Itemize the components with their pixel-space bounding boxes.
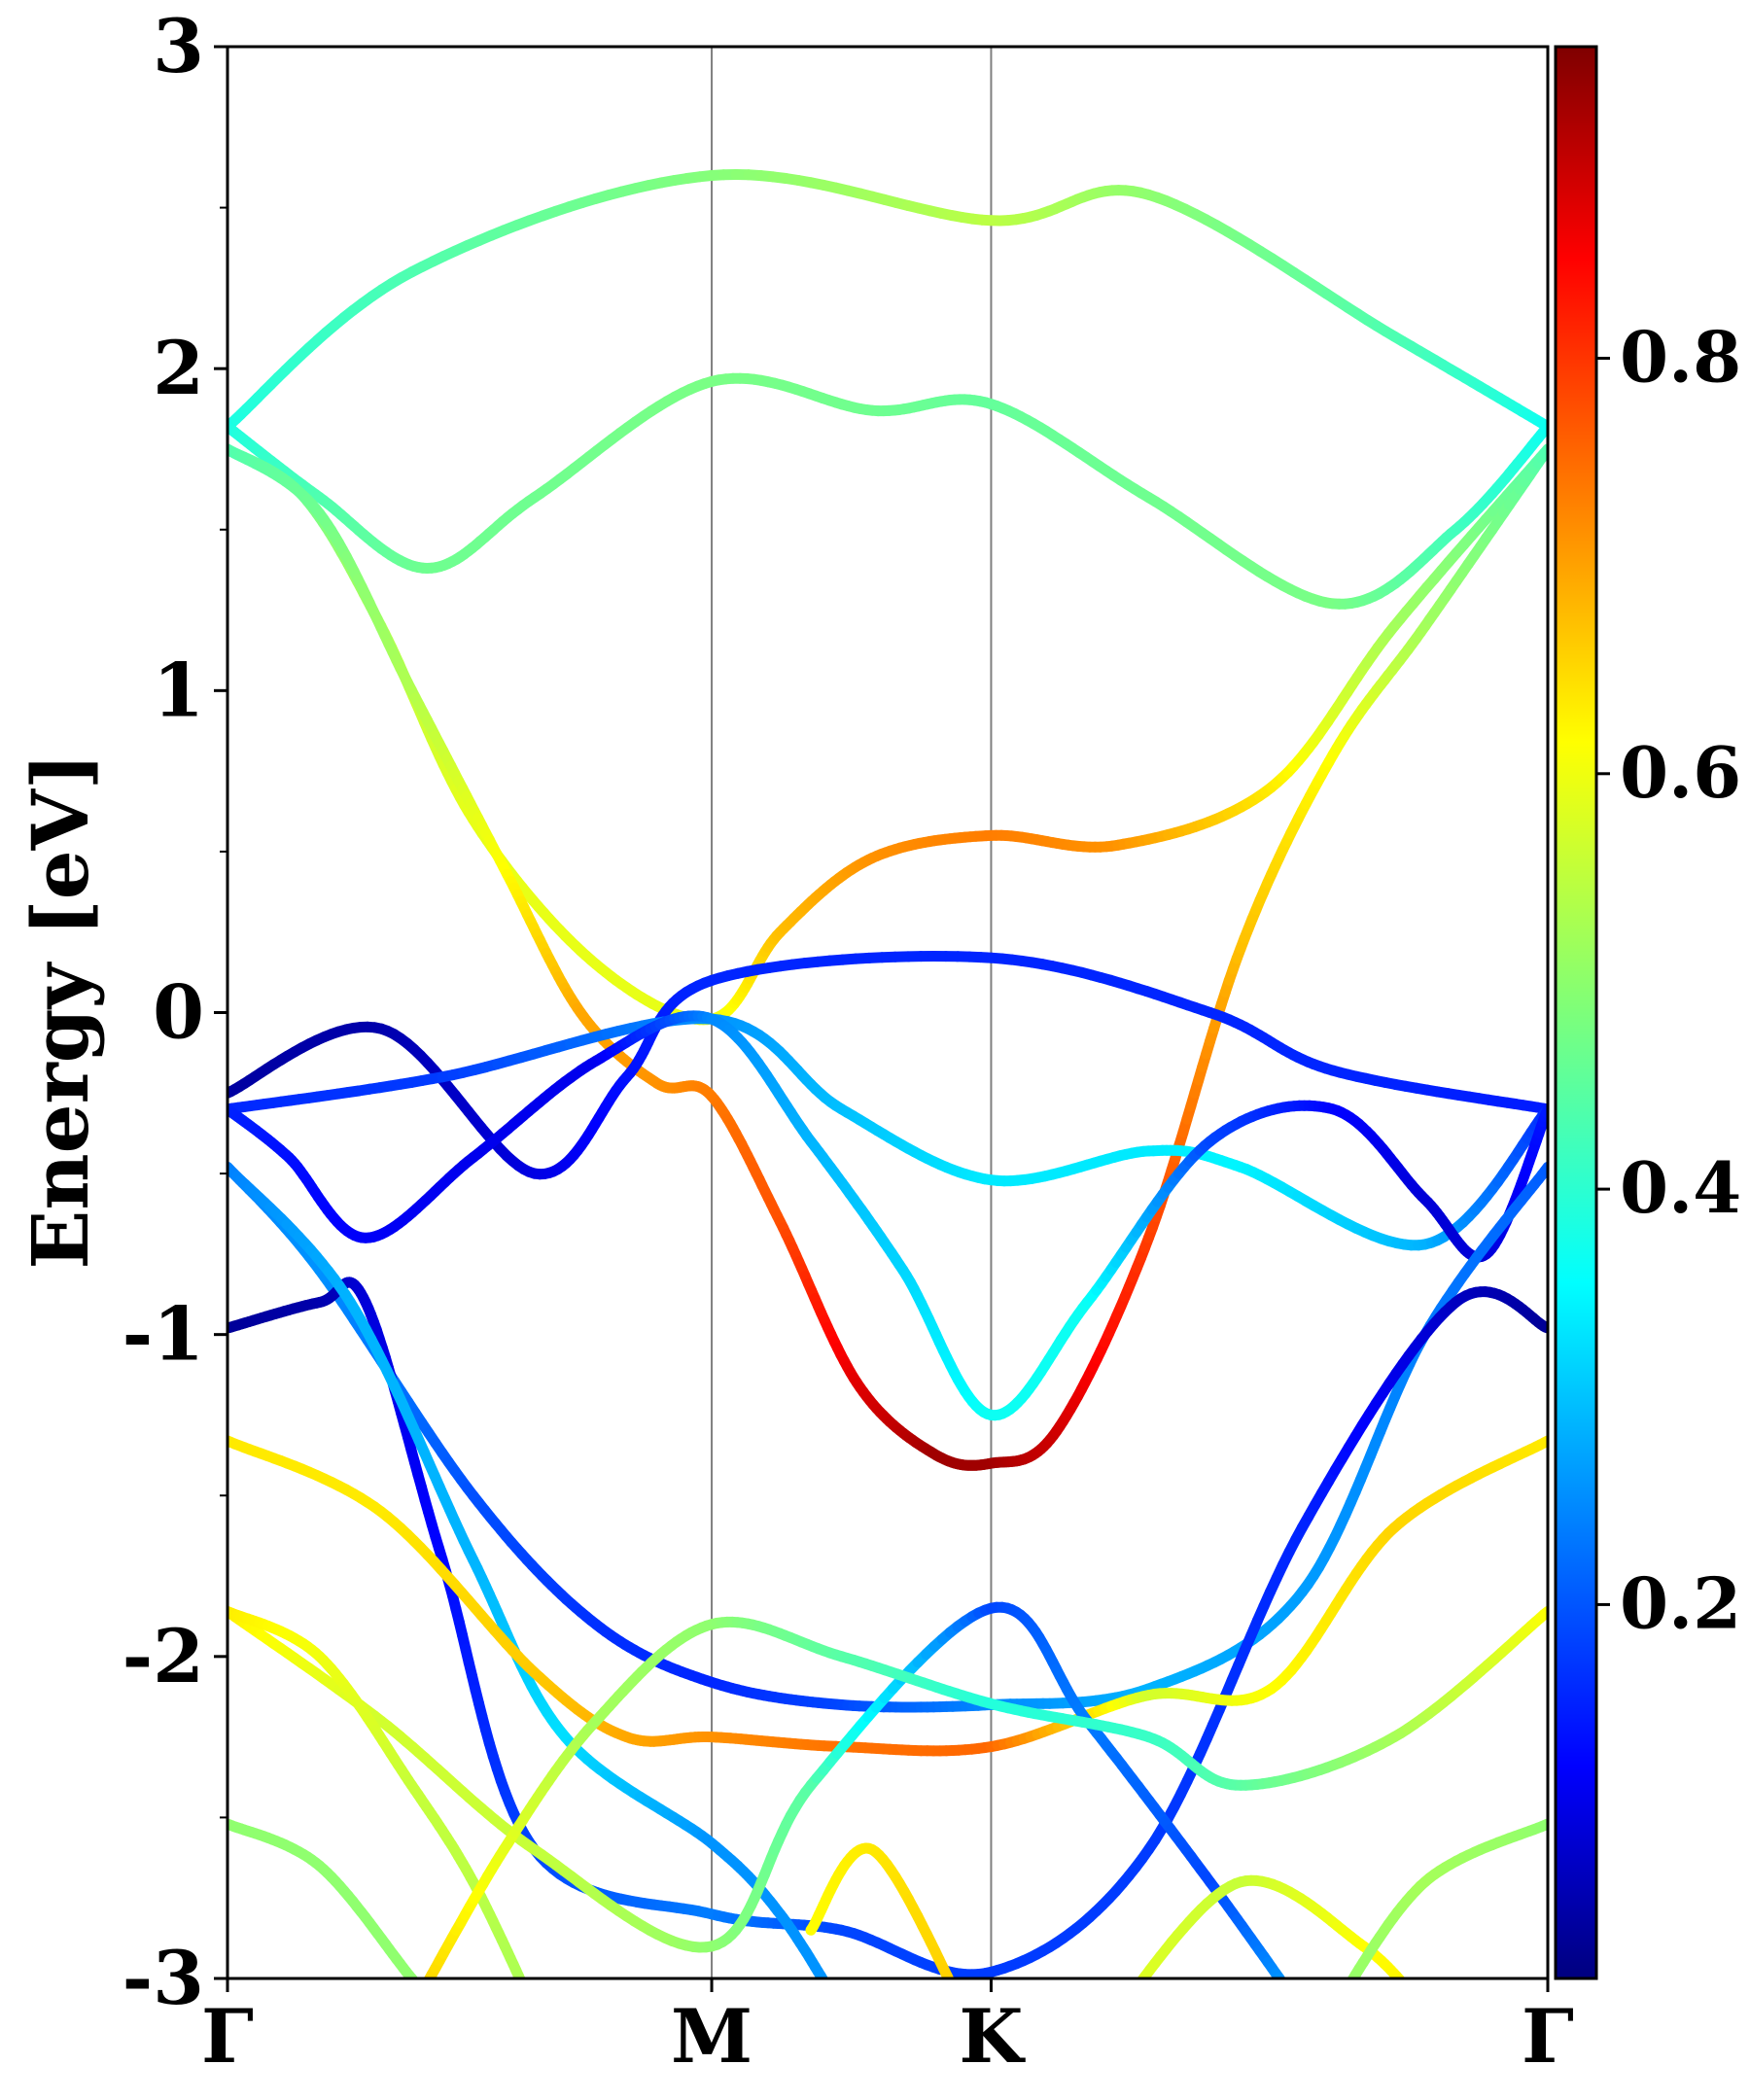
colorbar-tick-label: 0.8	[1620, 315, 1741, 398]
band-line-4	[228, 443, 1548, 1471]
colorbar	[1554, 45, 1598, 1980]
band-line-5	[228, 951, 1548, 1180]
colorbar-tick-label: 0.6	[1620, 731, 1741, 814]
colorbar-ticks: 0.2 0.4 0.6 0.8	[1596, 315, 1741, 1644]
y-tick-label: -3	[122, 1935, 204, 2021]
band-line-10	[228, 1162, 829, 1978]
y-axis-label: Energy [eV]	[15, 752, 106, 1269]
band-line-15	[423, 1606, 1548, 1978]
y-tick-label: 0	[153, 969, 204, 1056]
colorbar-tick-label: 0.4	[1620, 1146, 1741, 1229]
band-line-18	[1347, 1818, 1548, 1978]
band-line-17	[1137, 1874, 1406, 1978]
y-tick-label: 2	[153, 325, 204, 411]
band-line-2	[228, 372, 1548, 610]
band-line-12	[228, 1601, 1286, 1978]
x-tick-label: M	[671, 1993, 752, 2080]
x-tick-label: Γ	[1522, 1993, 1574, 2080]
y-tick-label: 1	[153, 647, 204, 733]
band-lines	[228, 169, 1548, 1978]
y-axis-ticks: 3 2 1 0 -1 -2 -3	[122, 3, 228, 2021]
y-tick-label: 3	[153, 3, 204, 89]
y-tick-label: -2	[122, 1613, 204, 1699]
x-tick-label: Γ	[201, 1993, 254, 2080]
colorbar-tick-label: 0.2	[1620, 1561, 1741, 1644]
x-tick-label: K	[959, 1993, 1026, 2080]
band-line-14	[228, 1818, 419, 1978]
y-tick-label: -1	[122, 1291, 204, 1378]
band-line-16	[805, 1842, 955, 1978]
band-line-1	[228, 169, 1548, 433]
band-line-11	[228, 1435, 1548, 1757]
band-line-13	[228, 1606, 526, 1978]
high-symmetry-lines	[711, 47, 993, 1978]
